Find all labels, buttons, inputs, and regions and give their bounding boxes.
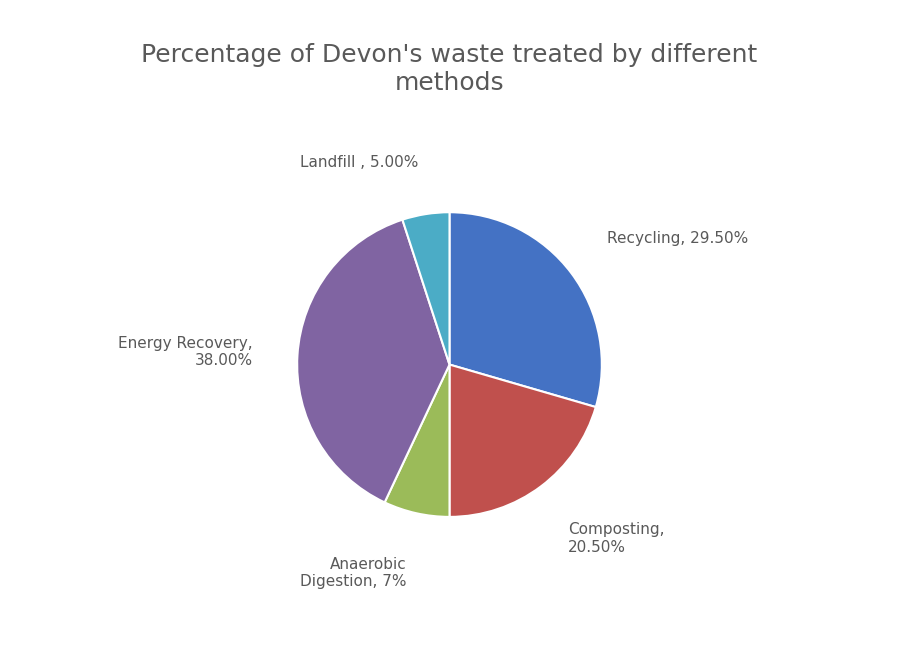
Wedge shape bbox=[450, 212, 601, 407]
Wedge shape bbox=[298, 219, 450, 503]
Text: Recycling, 29.50%: Recycling, 29.50% bbox=[607, 231, 748, 246]
Text: Landfill , 5.00%: Landfill , 5.00% bbox=[300, 155, 419, 170]
Text: Anaerobic
Digestion, 7%: Anaerobic Digestion, 7% bbox=[300, 557, 406, 589]
Wedge shape bbox=[450, 365, 596, 517]
Title: Percentage of Devon's waste treated by different
methods: Percentage of Devon's waste treated by d… bbox=[141, 43, 758, 95]
Wedge shape bbox=[385, 365, 450, 517]
Wedge shape bbox=[403, 212, 450, 365]
Text: Energy Recovery,
38.00%: Energy Recovery, 38.00% bbox=[119, 336, 253, 368]
Text: Composting,
20.50%: Composting, 20.50% bbox=[568, 522, 664, 555]
